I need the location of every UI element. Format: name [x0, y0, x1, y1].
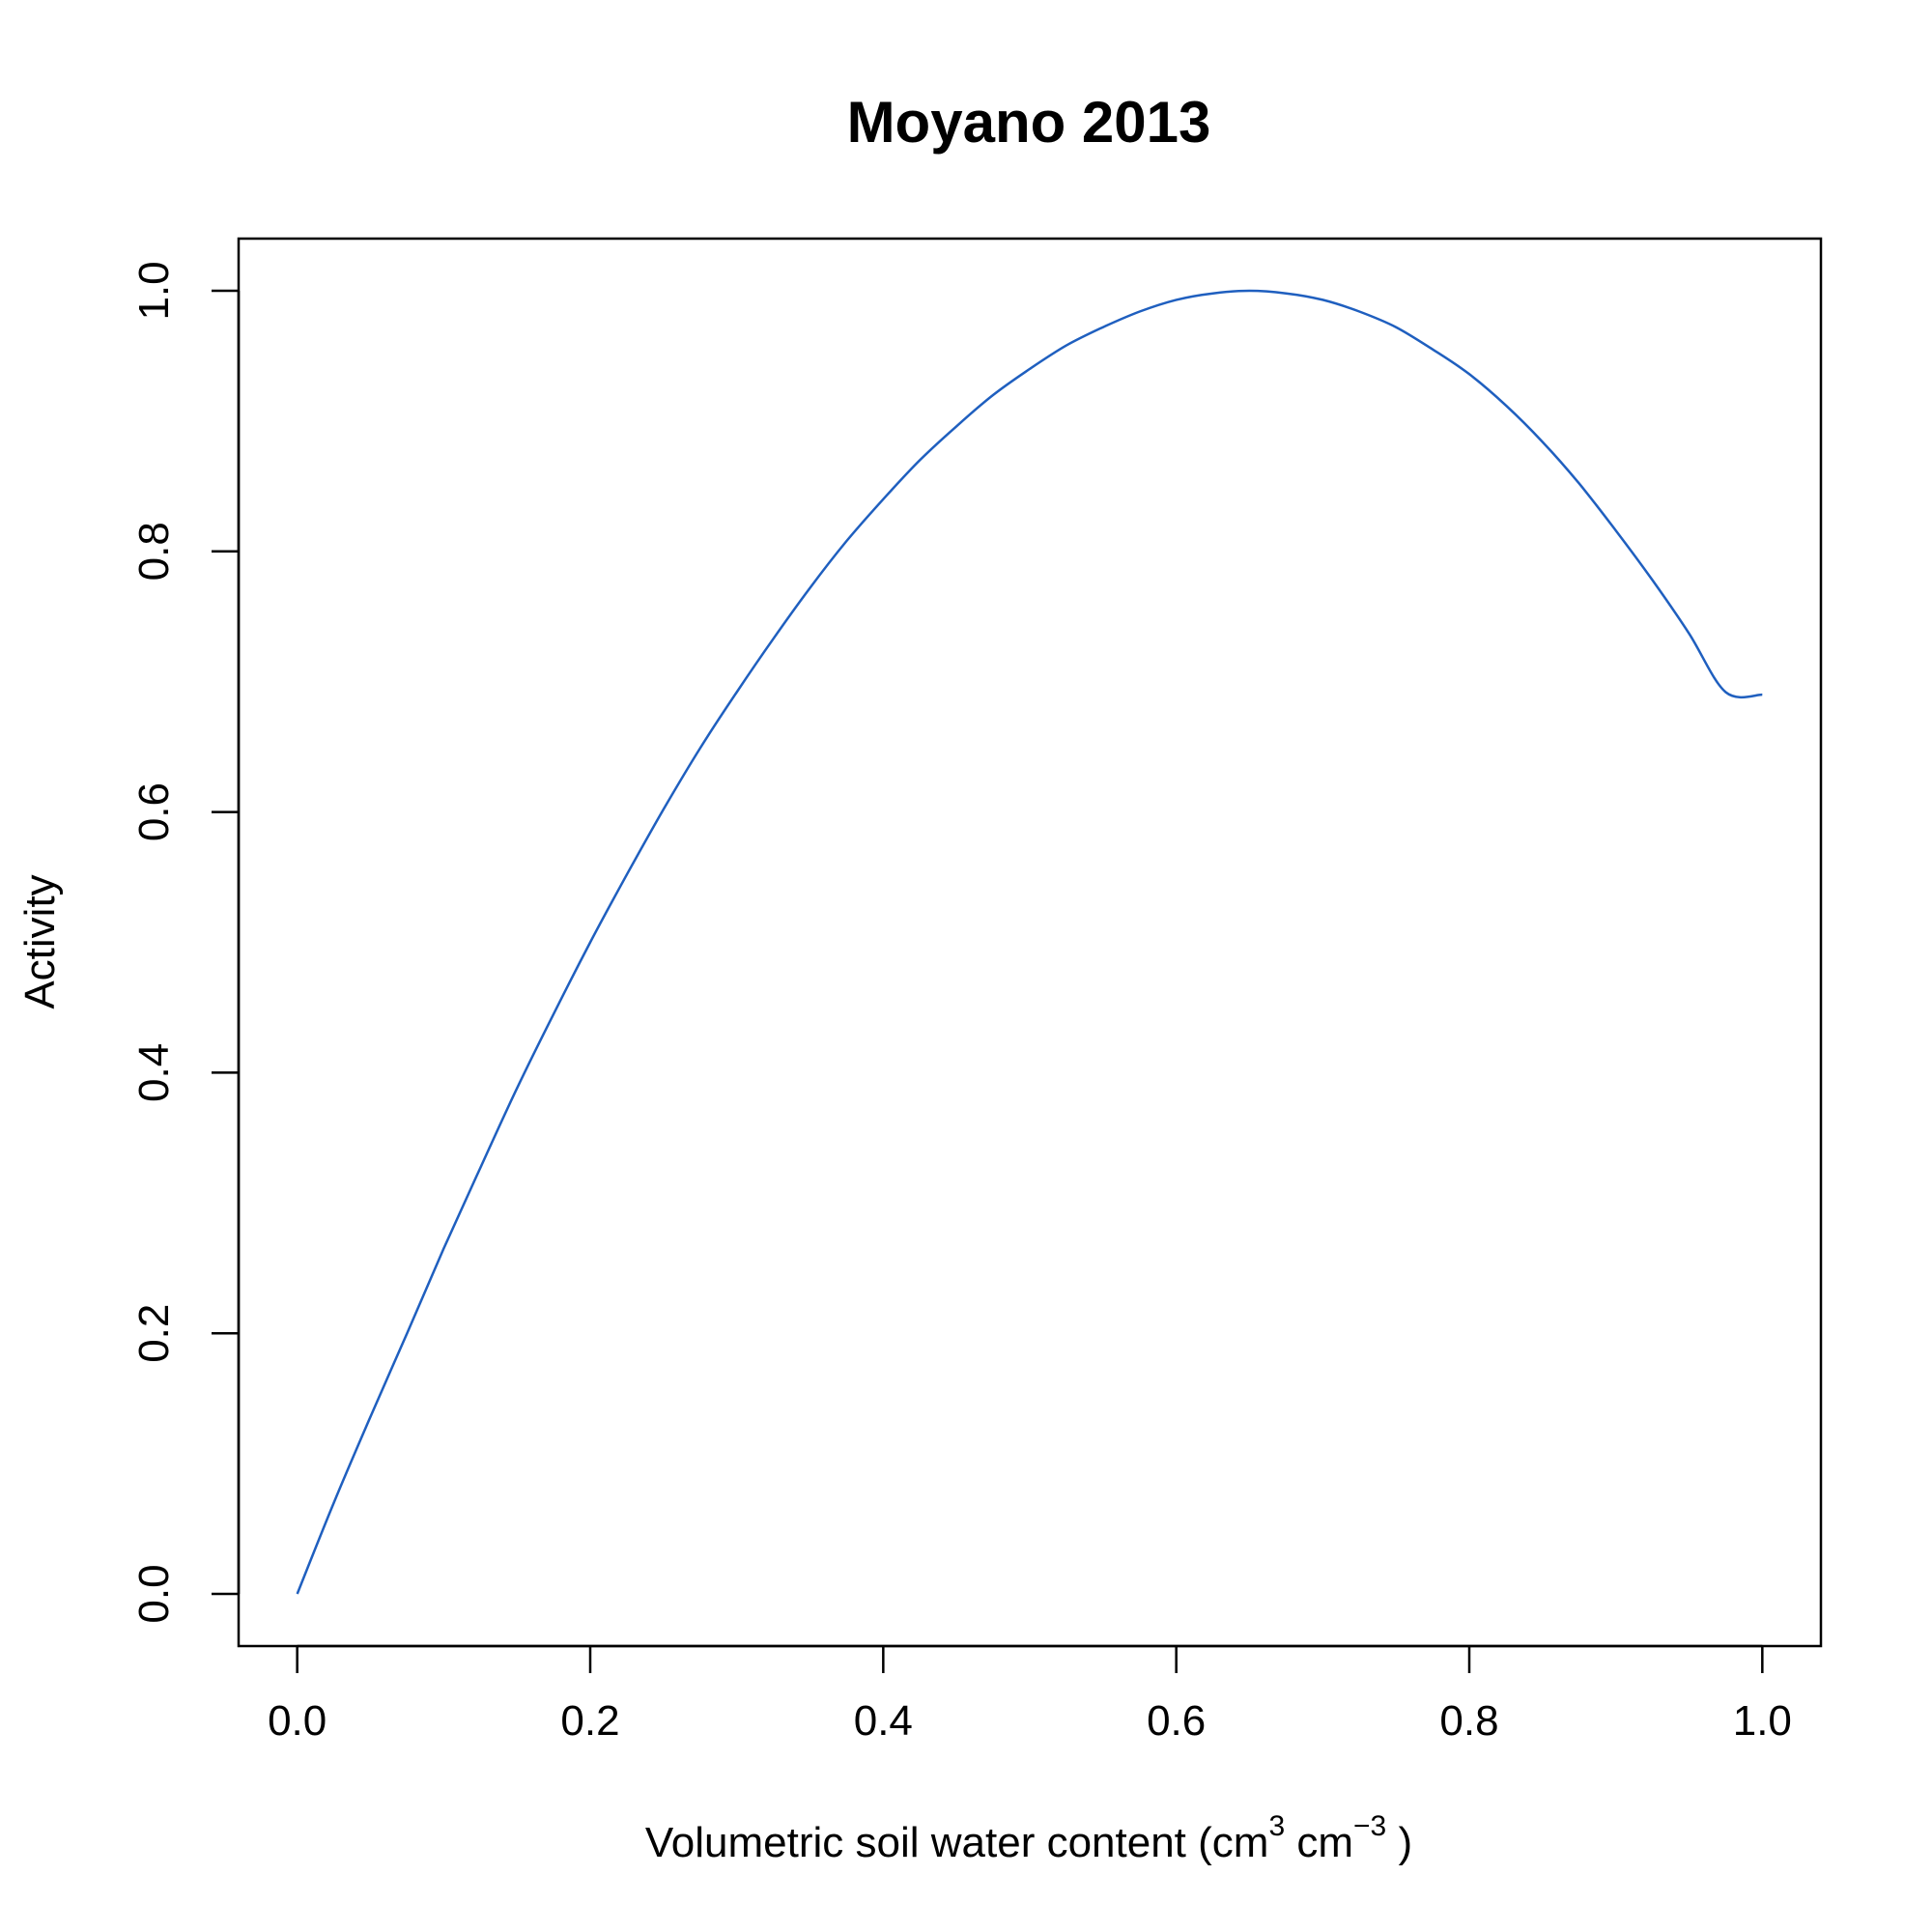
x-axis: 0.0 0.2 0.4 0.6 0.8 1.0	[268, 1644, 1792, 1745]
series-line	[296, 289, 1763, 1595]
x-axis-label: Volumetric soil water content (cm3 cm−3 …	[645, 1810, 1412, 1866]
y-tick-label: 0.0	[130, 1564, 178, 1623]
y-tick-label: 0.6	[130, 782, 178, 841]
x-tick-label: 0.0	[268, 1697, 327, 1745]
x-tick-label: 0.8	[1439, 1697, 1498, 1745]
chart-title: Moyano 2013	[847, 90, 1211, 155]
y-tick-label: 0.8	[130, 522, 178, 581]
x-axis-label-prefix: Volumetric soil water content (cm	[645, 1819, 1269, 1866]
x-tick-label: 0.4	[854, 1697, 913, 1745]
x-tick-label: 0.2	[560, 1697, 619, 1745]
x-tick-label: 1.0	[1733, 1697, 1792, 1745]
x-axis-label-sup1: 3	[1268, 1810, 1285, 1842]
x-axis-label-suffix: )	[1386, 1819, 1412, 1866]
y-axis-label: Activity	[16, 874, 64, 1009]
x-axis-label-sup2: −3	[1353, 1810, 1386, 1842]
y-tick-label: 0.4	[130, 1043, 178, 1102]
y-tick-label: 0.2	[130, 1304, 178, 1363]
y-tick-label: 1.0	[130, 261, 178, 320]
x-tick-label: 0.6	[1147, 1697, 1206, 1745]
y-axis: 0.0 0.2 0.4 0.6 0.8 1.0	[130, 261, 241, 1624]
x-axis-label-middle: cm	[1285, 1819, 1353, 1866]
